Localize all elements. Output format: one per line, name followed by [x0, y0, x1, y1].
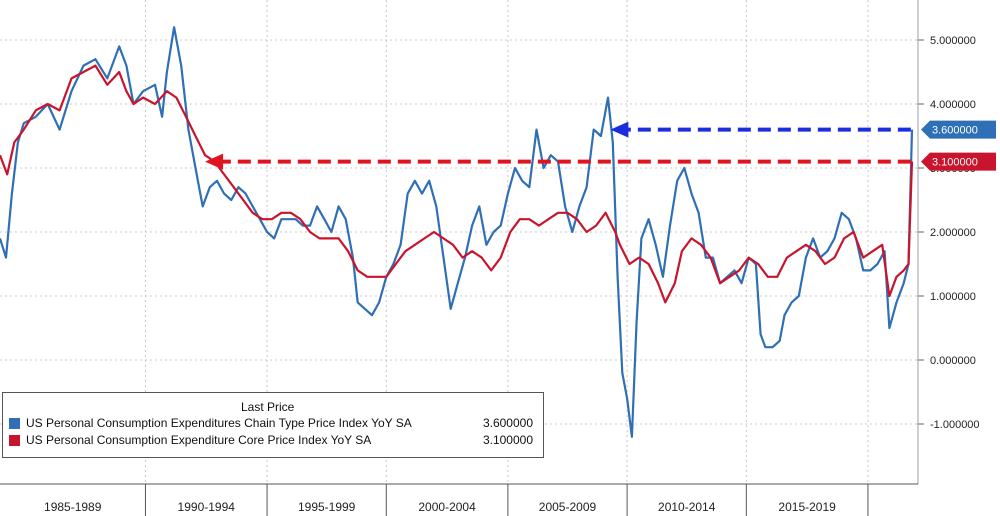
y-tick-label: 0.000000 [930, 355, 976, 367]
y-tick-label: 2.000000 [930, 227, 976, 239]
last-value-tag-label: 3.100000 [932, 157, 978, 169]
legend-swatch-core-pce [9, 434, 20, 446]
legend-entry-core-pce: US Personal Consumption Expenditure Core… [9, 432, 371, 448]
last-value-tag-box [921, 152, 996, 171]
x-axis-period-labels: 1985-1989 1990-1994 1995-1999 2000-2004 2005… [44, 500, 836, 514]
series-layer [0, 26, 914, 438]
last-value-tag-pce: 3.600000 [921, 120, 996, 139]
period-label: 2010-2014 [658, 500, 716, 514]
series-line-pce [0, 26, 914, 438]
period-label: 1985-1989 [44, 500, 102, 514]
period-label: 2000-2004 [418, 500, 476, 514]
legend-swatch-pce [9, 417, 20, 429]
legend: Last Price US Personal Consumption Expen… [2, 392, 544, 458]
last-value-tag-core-pce: 3.100000 [921, 152, 996, 171]
period-dividers [144, 484, 869, 516]
series-line-core-pce [0, 64, 914, 304]
legend-value-pce: 3.600000 [482, 416, 533, 430]
y-tick-label: 4.000000 [930, 99, 976, 111]
gridlines [0, 0, 918, 484]
dashed-arrow-head [610, 121, 629, 138]
y-tick-label: -1.000000 [930, 419, 980, 431]
y-tick-label: 5.000000 [930, 35, 976, 47]
last-value-tag-label: 3.600000 [932, 125, 978, 137]
last-value-tag-box [921, 120, 996, 139]
period-label: 2005-2009 [539, 500, 597, 514]
legend-header: Last Price [241, 400, 295, 414]
legend-entry-pce: US Personal Consumption Expenditures Cha… [9, 415, 412, 431]
legend-label-pce: US Personal Consumption Expenditures Cha… [26, 416, 412, 430]
period-label: 1990-1994 [178, 500, 236, 514]
legend-label-core-pce: US Personal Consumption Expenditure Core… [26, 433, 372, 447]
legend-value-core-pce: 3.100000 [482, 433, 533, 447]
y-tick-label: 1.000000 [930, 291, 976, 303]
period-label: 1995-1999 [298, 500, 356, 514]
period-label: 2015-2019 [778, 500, 836, 514]
annotation-arrows [205, 121, 911, 170]
dashed-arrow-head [205, 153, 224, 170]
last-value-tags: 3.600000 3.100000 [921, 120, 996, 171]
